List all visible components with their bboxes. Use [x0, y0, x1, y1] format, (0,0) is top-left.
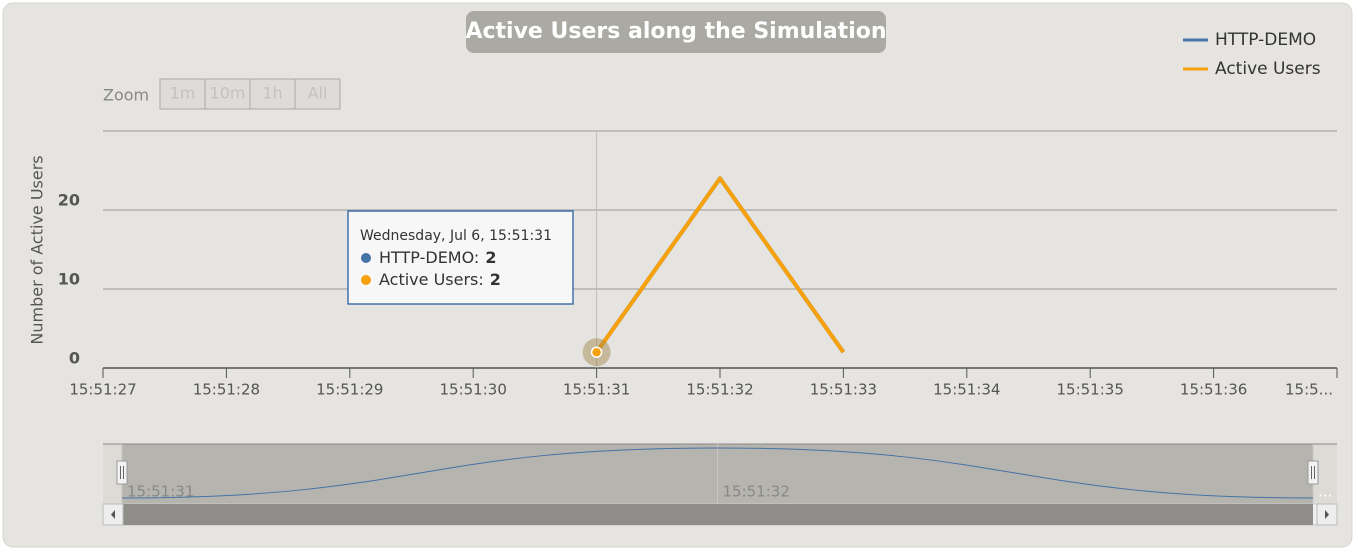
tooltip-line: HTTP-DEMO: 2 — [379, 248, 496, 267]
scrollbar-arrow — [111, 510, 115, 519]
zoom-button[interactable] — [249, 78, 296, 110]
scrollbar-thumb[interactable] — [122, 504, 1313, 525]
y-axis-title: Number of Active Users — [28, 155, 47, 344]
navigator-handle-grip — [120, 466, 124, 479]
legend-label: Active Users — [1215, 59, 1321, 79]
tooltip-value: 2 — [490, 270, 501, 289]
navigator-tick-label: ... — [1318, 483, 1332, 501]
zoom-button-label: 1h — [262, 84, 282, 103]
x-tick-label: 15:51:30 — [440, 381, 507, 399]
navigator-handle[interactable] — [116, 460, 128, 485]
tooltip-separator: : — [474, 248, 479, 267]
x-tick-label: 15:51:36 — [1180, 381, 1247, 399]
navigator-handle[interactable] — [1307, 460, 1319, 485]
y-tick-label: 20 — [58, 191, 80, 210]
tooltip-box — [347, 210, 574, 305]
tooltip-separator: : — [478, 270, 483, 289]
zoom-button[interactable] — [159, 78, 206, 110]
chart-title: Active Users along the Simulation — [465, 19, 886, 44]
tooltip-series-name: Active Users — [379, 270, 478, 289]
x-tick-label: 15:51:27 — [69, 381, 136, 399]
x-tick-label: 15:51:35 — [1057, 381, 1124, 399]
x-tick-label: 15:51:31 — [563, 381, 630, 399]
navigator-handle-grip — [1311, 466, 1315, 479]
tooltip-value: 2 — [485, 248, 496, 267]
zoom-label: Zoom — [103, 86, 149, 105]
tooltip-header: Wednesday, Jul 6, 15:51:31 — [360, 228, 552, 244]
y-tick-label: 0 — [69, 349, 80, 368]
x-tick-label: 15:51:32 — [686, 381, 753, 399]
navigator-series — [121, 447, 1314, 499]
tooltip-dot — [361, 275, 371, 285]
x-tick-label: 15:51:28 — [193, 381, 260, 399]
x-tick-label: 15:51:33 — [810, 381, 877, 399]
navigator-tick-label: 15:51:31 — [127, 483, 194, 501]
x-tick-label: 15:51:29 — [316, 381, 383, 399]
zoom-button[interactable] — [294, 78, 341, 110]
y-tick-label: 10 — [58, 270, 80, 289]
hover-point — [590, 346, 603, 358]
tooltip-dot — [361, 253, 371, 263]
tooltip-series-name: HTTP-DEMO — [379, 248, 474, 267]
tooltip-line: Active Users: 2 — [379, 270, 501, 289]
x-tick-label: 15:51:34 — [933, 381, 1000, 399]
zoom-button-label: All — [308, 84, 328, 103]
navigator-tick-label: 15:51:32 — [723, 483, 790, 501]
zoom-button-label: 10m — [210, 84, 246, 103]
series-line — [594, 176, 846, 354]
zoom-button-label: 1m — [170, 84, 196, 103]
legend-label: HTTP-DEMO — [1215, 30, 1316, 50]
title-box — [466, 11, 886, 53]
x-tick-label: 15:5... — [1285, 381, 1333, 399]
scrollbar-arrow — [1325, 510, 1329, 519]
